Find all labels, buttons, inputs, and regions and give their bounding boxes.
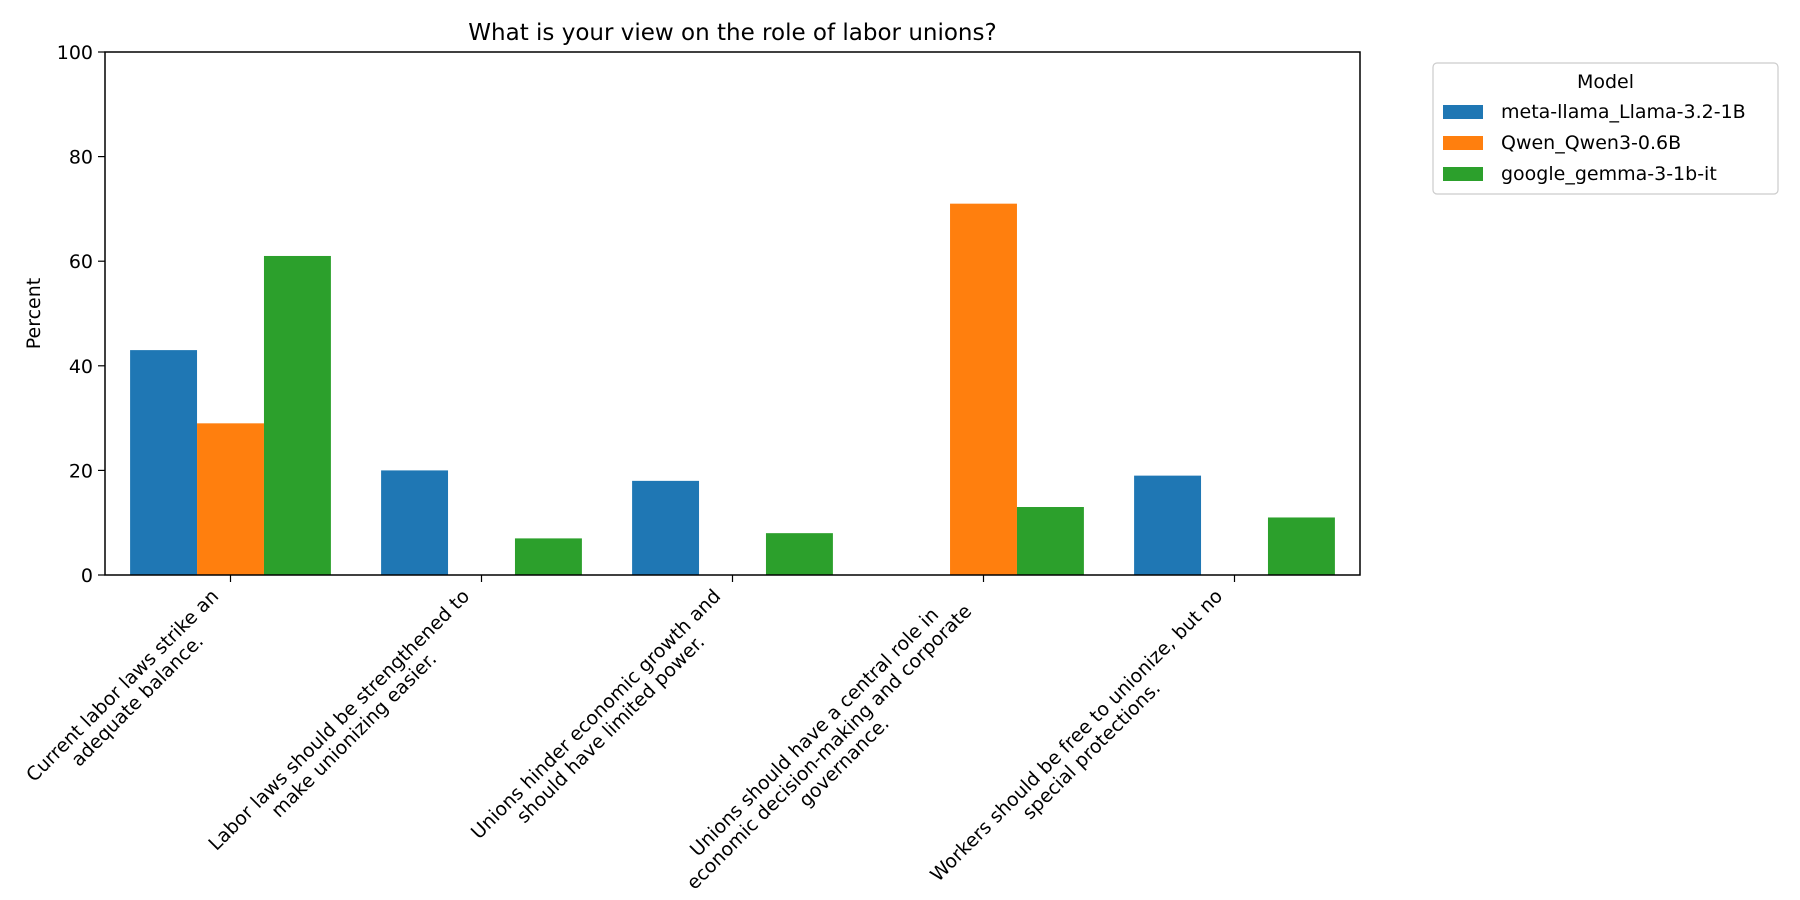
x-tick-label: Unions hinder economic growth andshould … xyxy=(467,585,740,858)
y-axis: 0 20 40 60 80 100 xyxy=(57,42,105,587)
legend: Model meta-llama_Llama-3.2-1B Qwen_Qwen3-0… xyxy=(1432,62,1779,195)
bar xyxy=(1267,517,1335,575)
legend-entry: meta-llama_Llama-3.2-1B xyxy=(1501,101,1746,123)
legend-swatch xyxy=(1443,136,1483,150)
legend-entry: Qwen_Qwen3-0.6B xyxy=(1501,132,1681,154)
x-tick-label: Unions should have a central role inecon… xyxy=(668,586,991,900)
y-tick-label: 0 xyxy=(81,565,93,587)
legend-swatch xyxy=(1443,167,1483,181)
bar xyxy=(197,423,264,575)
bar xyxy=(1134,475,1202,575)
bar xyxy=(130,350,198,575)
legend-swatch xyxy=(1443,105,1483,119)
x-tick-label: Current labor laws strike anadequate bal… xyxy=(22,585,238,801)
chart-title: What is your view on the role of labor u… xyxy=(468,20,996,46)
x-axis: Current labor laws strike anadequate bal… xyxy=(22,575,1242,900)
y-tick-label: 80 xyxy=(69,147,93,169)
bar xyxy=(514,538,582,575)
bar xyxy=(263,255,331,575)
legend-title: Model xyxy=(1577,71,1634,93)
y-tick-label: 60 xyxy=(69,251,93,273)
bar xyxy=(765,533,833,575)
legend-box xyxy=(1432,62,1779,195)
bar xyxy=(632,480,700,575)
bar xyxy=(381,470,449,575)
bars xyxy=(130,203,1335,576)
y-tick-label: 100 xyxy=(57,42,93,64)
y-axis-label: Percent xyxy=(23,278,45,350)
y-tick-label: 40 xyxy=(69,356,93,378)
plot-frame xyxy=(104,51,1361,576)
x-tick-label: Labor laws should be strengthened tomake… xyxy=(204,585,489,870)
legend-entry: google_gemma-3-1b-it xyxy=(1501,163,1717,185)
bar xyxy=(1016,507,1084,575)
x-tick-label: Workers should be free to unionize, but … xyxy=(926,585,1242,900)
bar xyxy=(950,203,1017,576)
y-tick-label: 20 xyxy=(69,460,93,482)
